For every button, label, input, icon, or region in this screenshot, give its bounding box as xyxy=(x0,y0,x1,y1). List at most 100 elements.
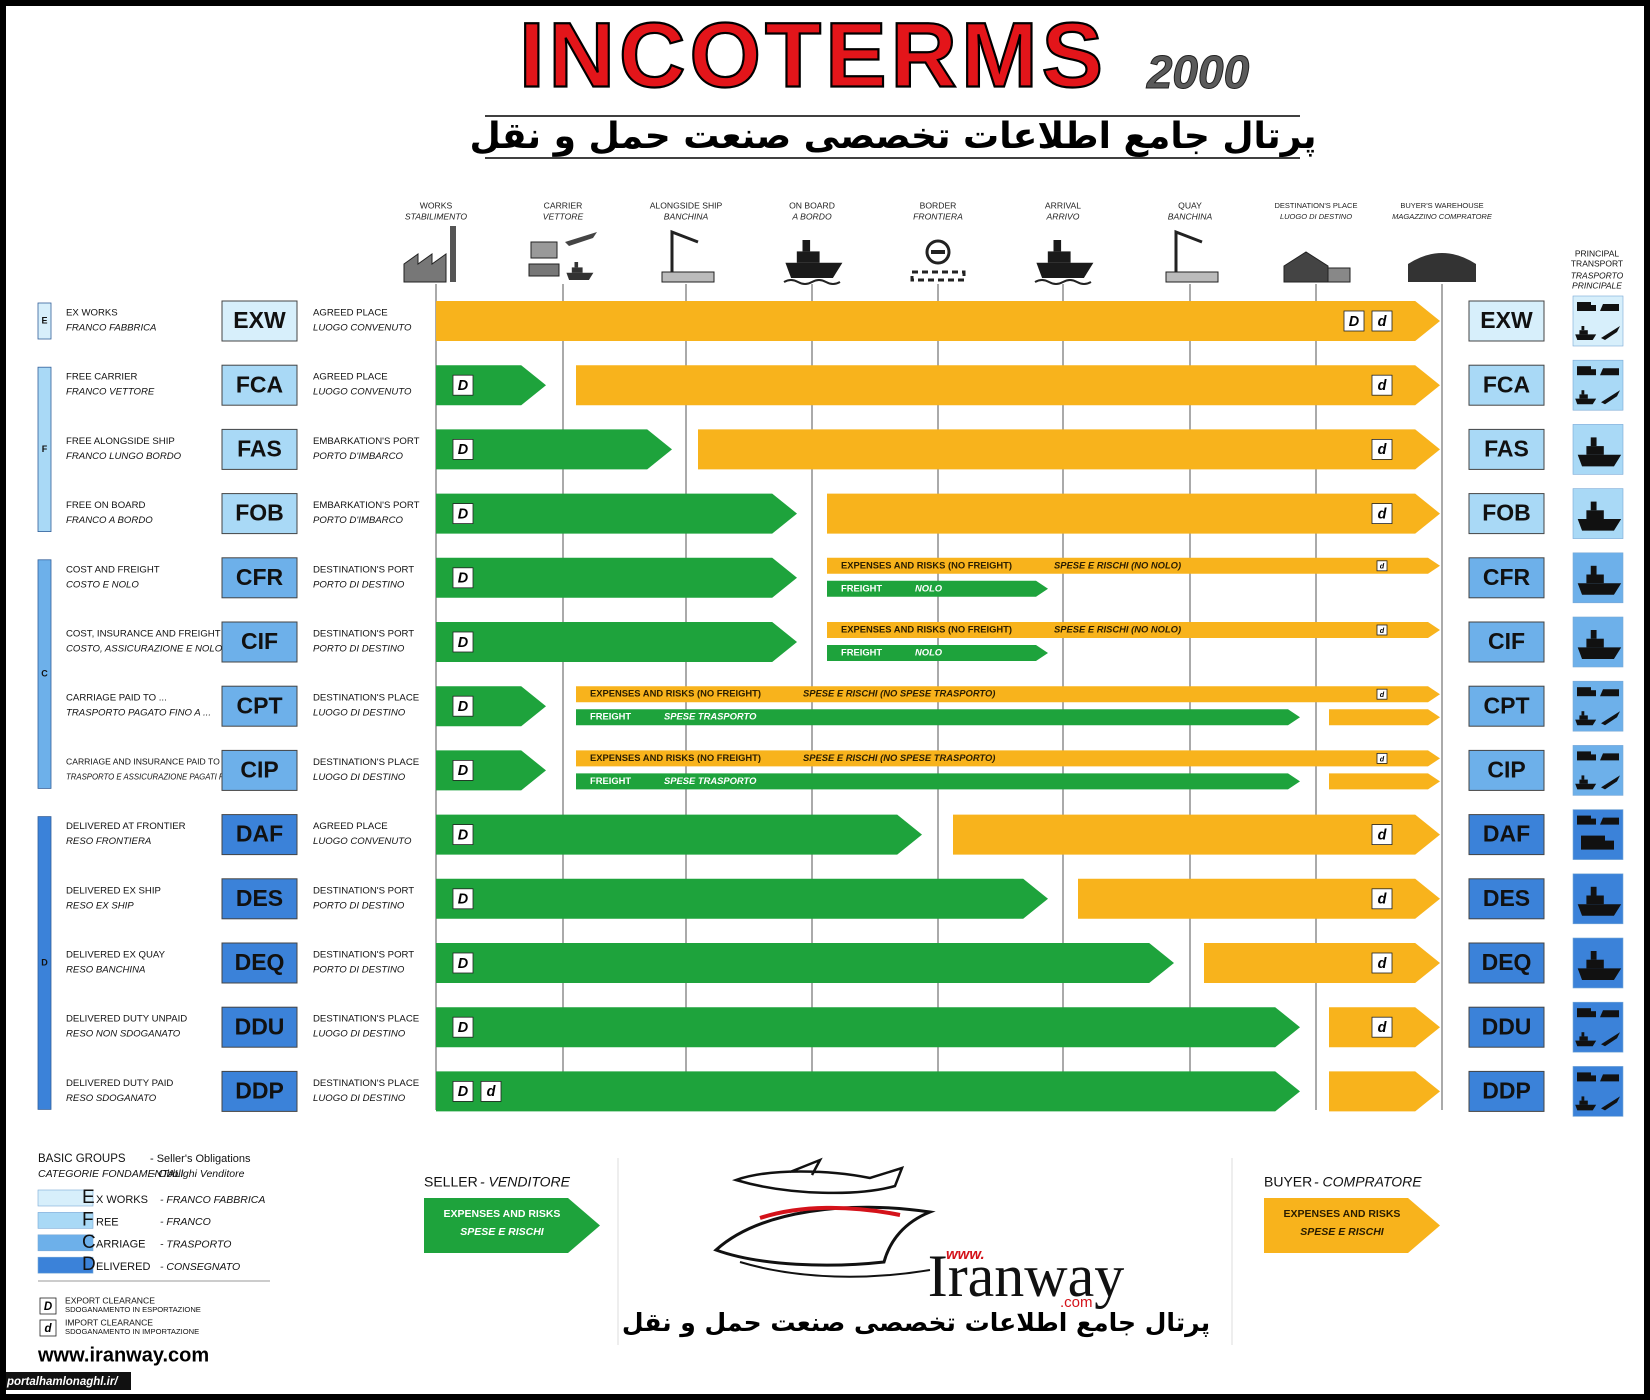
key-arrow-text-it: SPESE E RISCHI xyxy=(460,1226,545,1238)
bar-text-it: NOLO xyxy=(915,646,943,657)
clearance-label-it: SDOGANAMENTO IN IMPORTAZIONE xyxy=(65,1327,199,1336)
water-icon xyxy=(1034,279,1092,285)
clearance-box xyxy=(452,1081,474,1102)
term-name-it: TRASPORTO E ASSICURAZIONE PAGATI FINO A … xyxy=(66,772,253,781)
clearance-box xyxy=(480,1081,502,1102)
stage-label-it: BANCHINA xyxy=(1168,211,1213,221)
ship-icon xyxy=(566,272,594,280)
clearance-mark: d xyxy=(1380,690,1385,699)
stage-label-it: FRONTIERA xyxy=(913,211,963,221)
logo-prefix: www. xyxy=(946,1246,985,1263)
term-code: DAF xyxy=(1483,821,1530,847)
group-bar xyxy=(37,559,52,789)
term-code-box xyxy=(221,942,298,984)
term-code-box xyxy=(221,428,298,470)
stage-label-it: MAGAZZINO COMPRATORE xyxy=(1392,212,1493,221)
plane-icon xyxy=(565,232,597,246)
term-code-box xyxy=(1468,1006,1545,1048)
clearance-mark: d xyxy=(487,1084,497,1100)
ship-icon xyxy=(1575,783,1597,790)
clearance-mark: d xyxy=(1378,378,1388,394)
transport-header: TRANSPORT xyxy=(1571,258,1623,268)
water-icon xyxy=(783,279,841,285)
truck-icon xyxy=(1577,302,1591,311)
term-place-it: PORTO DI DESTINO xyxy=(313,965,405,976)
year: 2000 xyxy=(1146,46,1250,98)
truck-icon xyxy=(1591,690,1596,697)
ship-icon xyxy=(1579,1100,1588,1105)
term-place: DESTINATION'S PLACE xyxy=(313,1014,419,1025)
clearance-mark: d xyxy=(1380,754,1385,763)
stage-label: WORKS xyxy=(420,200,453,210)
term-code-box xyxy=(221,749,298,791)
term-code: DEQ xyxy=(1482,949,1532,975)
building-icon xyxy=(1327,267,1351,283)
term-place: DESTINATION'S PLACE xyxy=(313,757,419,768)
clearance-box xyxy=(452,631,474,653)
buyer-bar xyxy=(698,429,1440,470)
group-bar xyxy=(37,816,52,1110)
ship-icon xyxy=(1575,398,1597,405)
stage-label: DESTINATION'S PLACE xyxy=(1275,201,1358,210)
border-icon xyxy=(931,250,945,254)
clearance-mark: D xyxy=(458,827,468,843)
truck-icon xyxy=(1591,1011,1596,1018)
legend-rest: REE xyxy=(96,1216,119,1228)
term-code: DDU xyxy=(235,1013,285,1039)
seller-bar xyxy=(436,622,797,662)
term-name: FREE ON BOARD xyxy=(66,500,145,511)
legend-rest: ARRIAGE xyxy=(96,1239,146,1251)
plane-icon xyxy=(1601,711,1620,726)
truck-icon xyxy=(1591,369,1596,376)
clearance-mark: d xyxy=(1378,956,1388,972)
bar-text-it: SPESE TRASPORTO xyxy=(664,711,757,722)
term-place: AGREED PLACE xyxy=(313,308,388,319)
term-code: CPT xyxy=(237,692,283,718)
clearance-box xyxy=(1376,688,1388,700)
logo-drawing xyxy=(759,1205,901,1220)
group-letter: F xyxy=(42,444,48,454)
term-code-box xyxy=(221,493,298,535)
term-code: FOB xyxy=(235,500,284,526)
bar-text-it: SPESE E RISCHI (NO NOLO) xyxy=(1054,623,1181,634)
subtitle: پرتال جامع اطلاعات تخصصی صنعت حمل و نقل xyxy=(469,116,1316,157)
bar-text: EXPENSES AND RISKS (NO FREIGHT) xyxy=(841,559,1012,570)
clearance-mark: D xyxy=(44,1301,52,1313)
freight-bar xyxy=(576,773,1300,790)
legend-rest: X WORKS xyxy=(96,1194,148,1206)
clearance-label: EXPORT CLEARANCE xyxy=(65,1295,155,1305)
train-icon xyxy=(1600,1074,1619,1082)
clearance-box xyxy=(1371,310,1393,332)
term-place: DESTINATION'S PORT xyxy=(313,564,414,575)
buyer-bar xyxy=(436,301,1440,341)
crane-icon xyxy=(1174,229,1203,274)
bar-text: FREIGHT xyxy=(590,775,631,786)
term-code-box xyxy=(1468,557,1545,599)
term-place-it: LUOGO DI DESTINO xyxy=(313,1029,406,1040)
term-place-it: PORTO DI DESTINO xyxy=(313,900,405,911)
group-letter: C xyxy=(41,668,48,678)
term-place-it: LUOGO DI DESTINO xyxy=(313,708,406,719)
ship-icon xyxy=(1581,711,1585,716)
term-code: CIF xyxy=(241,628,278,654)
logo-drawing xyxy=(713,1205,936,1267)
clearance-label-it: SDOGANAMENTO IN ESPORTAZIONE xyxy=(65,1305,201,1314)
term-code: FCA xyxy=(236,371,283,397)
stage-label-it: LUOGO DI DESTINO xyxy=(1280,212,1352,221)
clearance-mark: d xyxy=(1380,626,1385,635)
clearance-mark: d xyxy=(44,1323,52,1335)
freight-bar xyxy=(576,709,1300,726)
footer-url: www.iranway.com xyxy=(37,1344,209,1366)
train-icon xyxy=(1600,368,1619,376)
term-code: DEQ xyxy=(235,949,285,975)
term-code-box xyxy=(1468,621,1545,663)
ship-icon xyxy=(1586,574,1604,584)
buyer-bar xyxy=(576,750,1440,767)
ship-icon xyxy=(1581,775,1585,780)
legend-swatch xyxy=(37,1189,94,1207)
term-name-it: COSTO E NOLO xyxy=(66,579,139,590)
clearance-box xyxy=(39,1297,57,1315)
quay-icon xyxy=(1165,271,1219,283)
ship-icon xyxy=(1577,904,1622,916)
